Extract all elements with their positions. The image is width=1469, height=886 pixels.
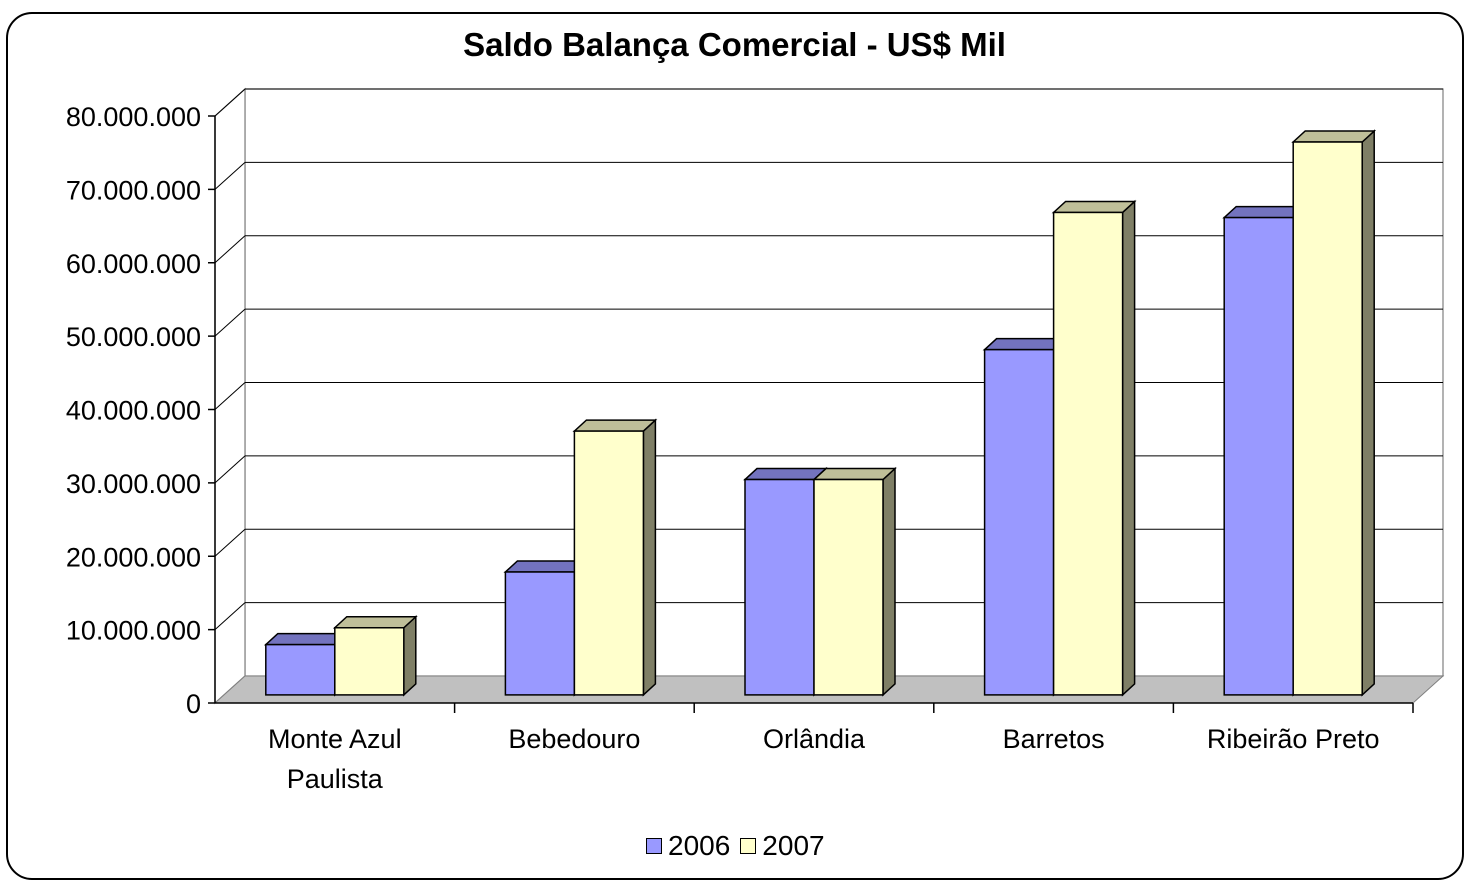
y-tick-label: 30.000.000 — [66, 469, 201, 499]
y-tick-label: 70.000.000 — [66, 175, 201, 205]
x-tick-label: Paulista — [287, 764, 384, 794]
gridline-side — [214, 528, 246, 557]
y-tick-label: 60.000.000 — [66, 249, 201, 279]
legend-swatch-2006 — [646, 838, 662, 854]
bar-top-orlandia-2007 — [812, 467, 897, 481]
bar-top-monte-azul-paulista-2007 — [332, 615, 418, 629]
y-tick-label: 20.000.000 — [66, 542, 201, 572]
legend-label-2007: 2007 — [762, 830, 825, 861]
bar-side-ribeirao-preto-2007 — [1361, 129, 1375, 697]
gridline-side — [214, 455, 246, 484]
bar-side-orlandia-2007 — [882, 466, 896, 697]
bar-top-orlandia-2006 — [743, 467, 828, 481]
bar-orlandia-2007 — [813, 478, 884, 696]
legend: 2006 2007 — [646, 830, 835, 862]
y-tick-label: 80.000.000 — [66, 102, 201, 132]
bar-ribeirao-preto-2006 — [1223, 216, 1294, 696]
x-tick-label: Ribeirão Preto — [1207, 724, 1380, 754]
bar-bebedouro-2006 — [504, 571, 576, 696]
chart-title: Saldo Balança Comercial - US$ Mil — [463, 26, 1006, 63]
x-tick-label: Monte Azul — [268, 724, 402, 754]
legend-item-2007: 2007 — [740, 830, 825, 862]
bar-top-bebedouro-2007 — [572, 419, 658, 432]
bar-side-barretos-2007 — [1121, 199, 1136, 697]
gridline-side — [214, 308, 246, 337]
gridline-side — [214, 235, 246, 264]
bar-top-ribeirao-preto-2007 — [1291, 130, 1377, 143]
bar-ribeirao-preto-2007 — [1292, 141, 1363, 696]
bar-orlandia-2006 — [744, 478, 815, 696]
x-tick-label: Barretos — [1003, 724, 1105, 754]
y-tick-label: 0 — [186, 689, 201, 719]
bar-bebedouro-2007 — [573, 430, 645, 696]
y-tick-label: 40.000.000 — [66, 396, 201, 426]
bar-barretos-2006 — [983, 348, 1055, 696]
bar-monte-azul-paulista-2006 — [265, 643, 336, 696]
y-tick-label: 50.000.000 — [66, 322, 201, 352]
legend-item-2006: 2006 — [646, 830, 730, 862]
bar-barretos-2007 — [1052, 211, 1124, 696]
gridline-side — [214, 602, 246, 630]
legend-label-2006: 2006 — [668, 830, 731, 861]
y-tick-label: 10.000.000 — [66, 616, 201, 646]
gridline-side — [214, 162, 246, 190]
gridline-side — [214, 88, 246, 117]
gridline-side — [214, 382, 246, 410]
x-tick-label: Bebedouro — [508, 724, 640, 754]
bar-side-monte-azul-paulista-2007 — [403, 615, 417, 697]
bar-top-barretos-2007 — [1051, 200, 1137, 214]
bar-monte-azul-paulista-2007 — [334, 626, 405, 696]
x-tick-label: Orlândia — [763, 724, 866, 754]
bar-side-bebedouro-2007 — [642, 418, 657, 697]
legend-swatch-2007 — [740, 838, 757, 854]
